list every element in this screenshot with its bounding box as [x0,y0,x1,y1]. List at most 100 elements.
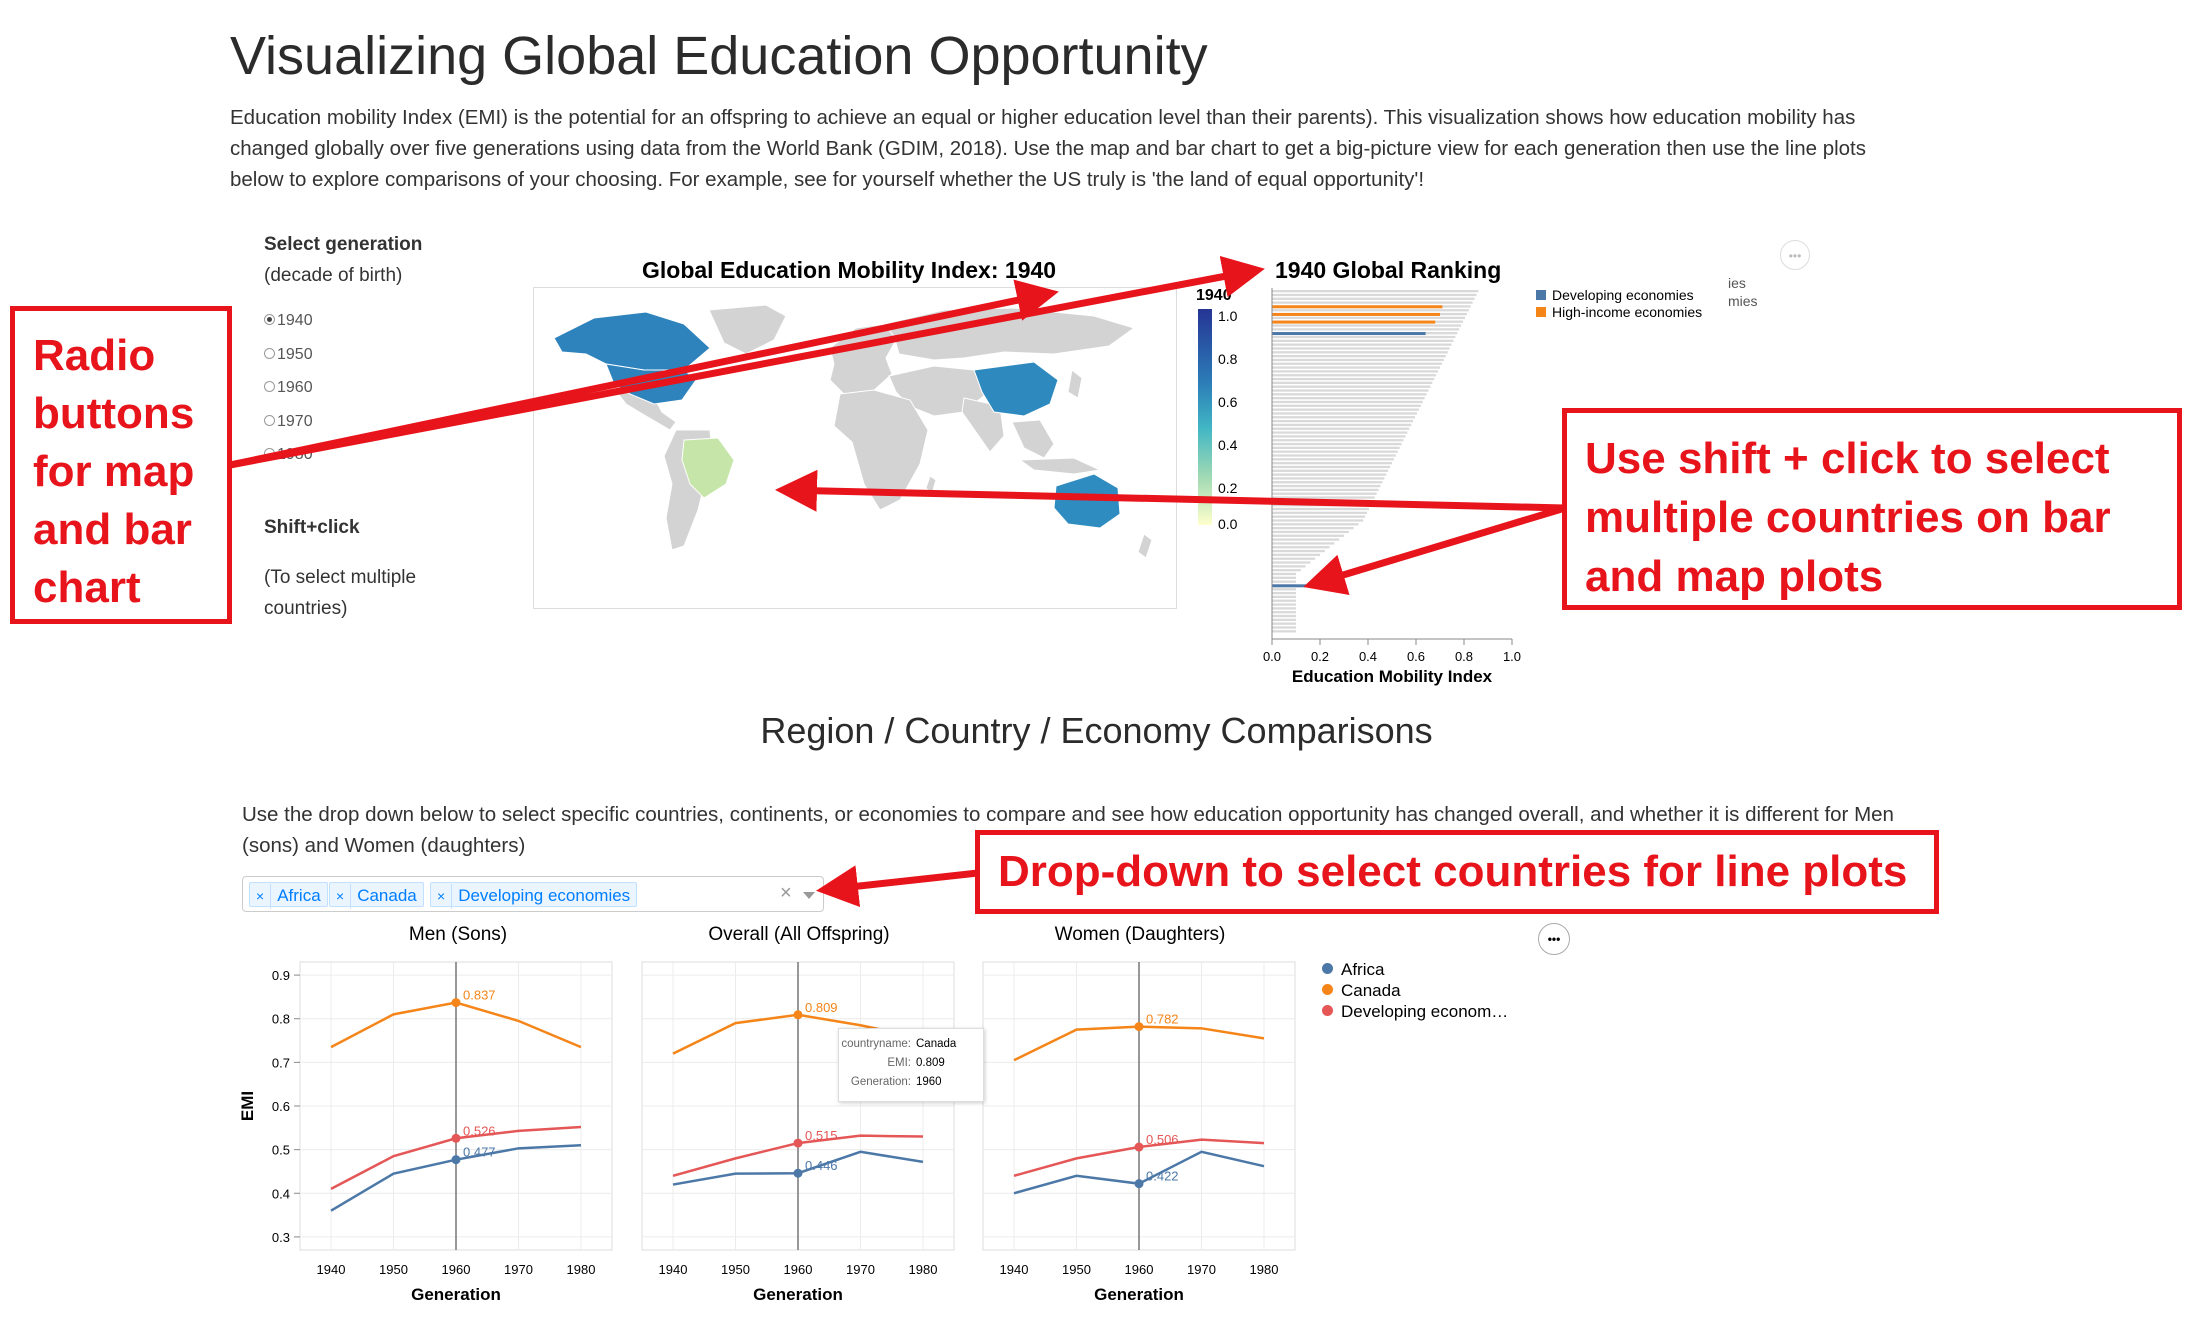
line-chart-menu-button[interactable]: ••• [1538,923,1570,955]
ranking-bar[interactable] [1272,526,1354,530]
ranking-bar-selected[interactable] [1272,320,1436,324]
ranking-bar-selected[interactable] [1272,312,1440,316]
line-chart-panel[interactable]: 1940 1950 1960 1970 1980 Generation 0.782 0.506… [982,961,1296,1304]
ranking-legend-item[interactable]: High-income economies [1536,304,1702,320]
map-country-indonesia[interactable] [1018,457,1102,475]
ranking-bar[interactable] [1272,553,1320,557]
country-dropdown[interactable]: × Africa × Canada × Developing economies × [242,876,824,912]
ranking-bar[interactable] [1272,530,1349,534]
radio-selected-dot[interactable] [264,314,275,326]
radio-dot[interactable] [264,348,275,360]
radio-dot[interactable] [264,415,275,427]
ranking-bar[interactable] [1272,492,1377,495]
ranking-bar[interactable] [1272,569,1301,572]
line-legend-africa[interactable]: Africa [1322,960,1384,980]
ranking-bar[interactable] [1272,370,1439,373]
map-country-japan[interactable] [1067,369,1083,399]
ranking-bar[interactable] [1272,507,1369,511]
ranking-bar[interactable] [1272,454,1396,457]
hover-point[interactable] [451,1133,461,1143]
ranking-bar[interactable] [1272,316,1465,320]
ranking-bar[interactable] [1272,630,1296,633]
line-chart-panel[interactable]: 1940 1950 1960 1970 1980 Generation 0.809 0.515… [641,961,955,1304]
ranking-bar[interactable] [1272,458,1394,461]
hover-point[interactable] [793,1010,803,1020]
ranking-bar[interactable] [1272,374,1437,377]
ranking-bar[interactable] [1272,599,1296,602]
ranking-bar[interactable] [1272,462,1392,465]
map-country-brazil[interactable] [681,437,735,499]
ranking-bar[interactable] [1272,419,1414,423]
ranking-bar[interactable] [1272,546,1330,549]
ranking-bar[interactable] [1272,614,1296,618]
radio-generation-1950[interactable]: 1950 [264,345,313,365]
ranking-bar[interactable] [1272,393,1427,396]
tag-developing-economies[interactable]: × Developing economies [430,882,638,909]
ranking-bar[interactable] [1272,335,1456,339]
ranking-bar[interactable] [1272,450,1398,453]
ranking-bar[interactable] [1272,389,1429,392]
ranking-bar[interactable] [1272,588,1296,591]
ranking-bar[interactable] [1272,366,1440,369]
map-country-new-zealand[interactable] [1137,533,1153,559]
ranking-bar[interactable] [1272,408,1419,411]
ranking-bar[interactable] [1272,290,1479,293]
ranking-bar[interactable] [1272,309,1469,312]
hover-point[interactable] [451,998,461,1008]
ranking-bar[interactable] [1272,358,1444,362]
ranking-bar[interactable] [1272,580,1296,583]
ranking-bar[interactable] [1272,519,1364,522]
ranking-bar[interactable] [1272,481,1383,484]
ranking-bar[interactable] [1272,595,1296,599]
ranking-bar[interactable] [1272,351,1448,354]
ranking-bar[interactable] [1272,477,1385,480]
chevron-down-icon[interactable] [803,892,815,899]
line-chart-panel[interactable]: 1940 1950 1960 1970 1980 0.3 0.4 0.5 0.6 0.7 0.8 0.… [238,961,613,1304]
ranking-bar[interactable] [1272,404,1421,407]
ranking-bar[interactable] [1272,607,1296,610]
ranking-bar[interactable] [1272,427,1410,430]
ranking-bar-selected[interactable] [1272,305,1443,309]
hover-point[interactable] [1134,1142,1144,1152]
ranking-bar[interactable] [1272,603,1296,606]
hover-point[interactable] [793,1138,803,1148]
ranking-bar[interactable] [1272,354,1446,358]
ranking-bar[interactable] [1272,618,1296,622]
map-country-china[interactable] [973,361,1059,417]
vis-menu-button-top[interactable]: ••• [1780,240,1810,270]
ranking-bar[interactable] [1272,381,1433,385]
ranking-bar[interactable] [1272,385,1431,388]
ranking-bar[interactable] [1272,565,1306,568]
line-legend-canada[interactable]: Canada [1322,981,1401,1001]
ranking-bar[interactable] [1272,297,1475,300]
hover-point[interactable] [1134,1179,1144,1189]
ranking-bar[interactable] [1272,324,1462,327]
ranking-bar[interactable] [1272,465,1391,469]
ranking-bar[interactable] [1272,423,1412,427]
ranking-bar[interactable] [1272,343,1452,346]
ranking-bar[interactable] [1272,412,1417,415]
tag-africa[interactable]: × Africa [249,882,328,909]
ranking-bar[interactable] [1272,439,1404,442]
ranking-bar[interactable] [1272,446,1400,450]
ranking-bar[interactable] [1272,293,1477,297]
ranking-bar[interactable] [1272,549,1325,553]
map-country-africa[interactable] [833,389,929,511]
ranking-bar[interactable] [1272,397,1425,400]
ranking-bar[interactable] [1272,347,1450,350]
radio-generation-1970[interactable]: 1970 [264,412,313,432]
ranking-bar-selected[interactable] [1272,584,1311,588]
ranking-bar[interactable] [1272,488,1379,492]
radio-generation-1940[interactable]: 1940 [264,311,313,331]
ranking-bar[interactable] [1272,362,1442,365]
tag-remove-icon[interactable]: × [431,884,453,909]
ranking-bar[interactable] [1272,626,1296,629]
ranking-bar[interactable] [1272,473,1387,476]
ranking-bar[interactable] [1272,572,1296,576]
ranking-bar[interactable] [1272,496,1375,499]
world-map[interactable] [533,287,1177,609]
ranking-bar[interactable] [1272,400,1423,404]
ranking-bar[interactable] [1272,442,1402,446]
ranking-chart[interactable]: 0.0 0.2 0.4 0.6 0.8 1.0 Education Mobility In… [1260,284,1540,694]
ranking-bar[interactable] [1272,576,1296,579]
